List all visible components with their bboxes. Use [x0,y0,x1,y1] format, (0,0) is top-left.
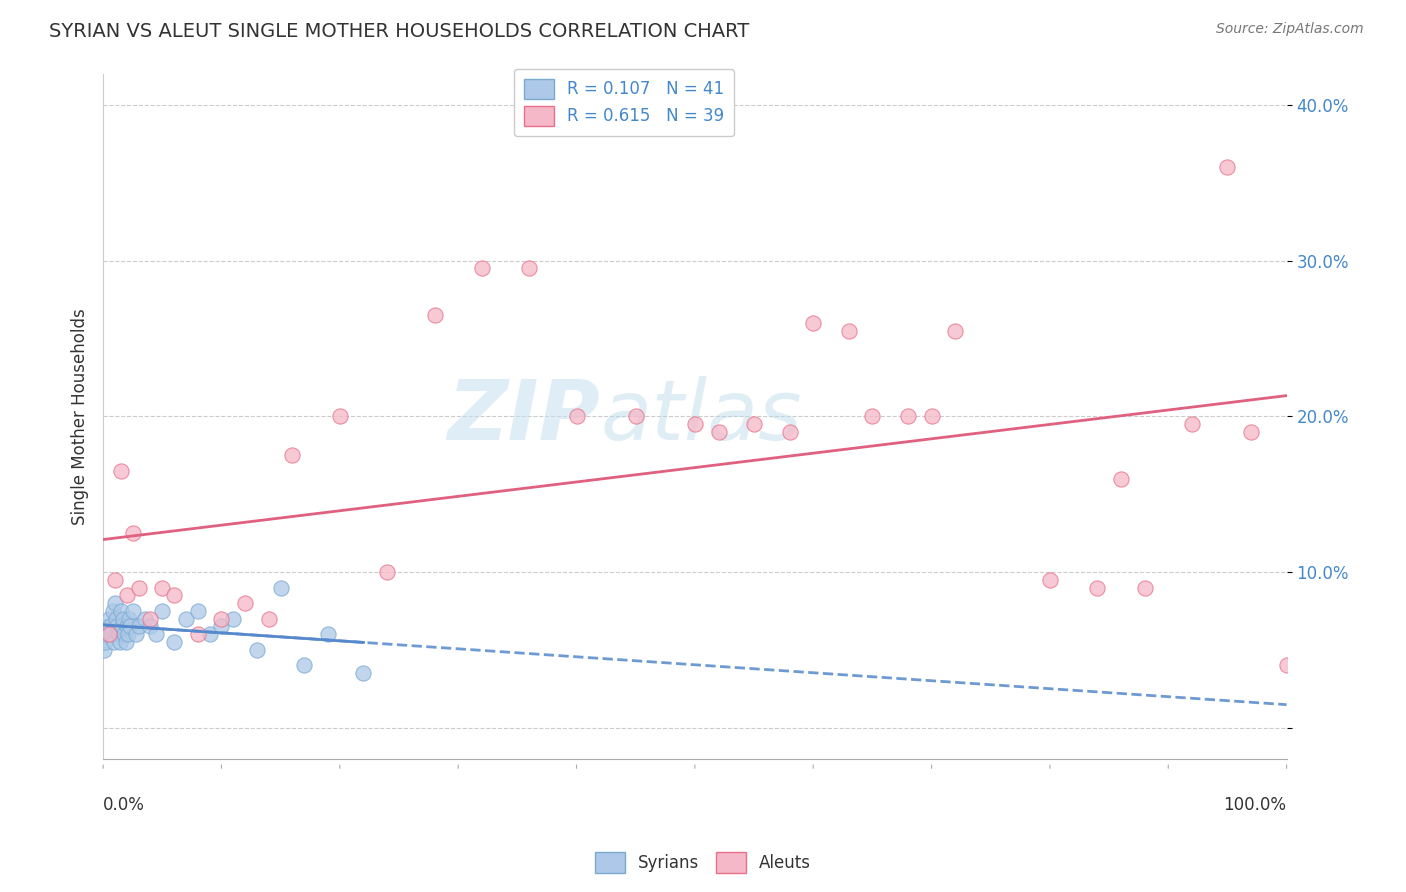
Legend: R = 0.107   N = 41, R = 0.615   N = 39: R = 0.107 N = 41, R = 0.615 N = 39 [513,69,734,136]
Point [1133,581,1156,595]
Point [97,619,120,633]
Point [118,612,141,626]
Point [110,464,132,478]
Point [98,612,121,626]
Point [423,308,446,322]
Text: 100.0%: 100.0% [1223,797,1286,814]
Point [353,666,375,681]
Point [742,417,765,431]
Point [174,612,197,626]
Point [128,619,150,633]
Point [104,596,127,610]
Point [98,627,121,641]
Text: atlas: atlas [600,376,801,457]
Text: ZIP: ZIP [447,376,600,457]
Point [1085,581,1108,595]
Point [375,565,398,579]
Point [233,596,256,610]
Point [150,581,173,595]
Point [94,635,117,649]
Point [110,604,132,618]
Point [134,612,156,626]
Point [101,604,124,618]
Point [98,619,121,633]
Point [145,627,167,641]
Point [1181,417,1204,431]
Point [111,619,134,633]
Point [117,627,139,641]
Point [707,425,730,439]
Point [329,409,352,424]
Point [1216,161,1239,175]
Point [838,324,860,338]
Point [100,627,122,641]
Point [211,612,233,626]
Point [163,588,186,602]
Point [281,448,304,462]
Point [107,627,129,641]
Point [105,612,128,626]
Text: Source: ZipAtlas.com: Source: ZipAtlas.com [1216,22,1364,37]
Point [921,409,943,424]
Point [292,658,315,673]
Point [139,619,162,633]
Point [115,619,138,633]
Point [222,612,245,626]
Point [128,581,150,595]
Point [801,316,824,330]
Point [150,604,173,618]
Text: SYRIAN VS ALEUT SINGLE MOTHER HOUSEHOLDS CORRELATION CHART: SYRIAN VS ALEUT SINGLE MOTHER HOUSEHOLDS… [49,22,749,41]
Point [316,627,339,641]
Point [163,635,186,649]
Point [120,619,142,633]
Point [1240,425,1263,439]
Point [246,643,269,657]
Point [187,604,209,618]
Point [1109,472,1132,486]
Point [125,627,148,641]
Point [112,612,135,626]
Point [121,604,143,618]
Point [683,417,706,431]
Point [270,581,292,595]
Point [257,612,280,626]
Point [93,643,115,657]
Legend: Syrians, Aleuts: Syrians, Aleuts [588,846,818,880]
Point [108,635,131,649]
Point [1275,658,1298,673]
Point [471,261,494,276]
Point [115,588,138,602]
Point [943,324,966,338]
Point [211,619,233,633]
Point [1039,573,1062,587]
Point [103,635,125,649]
Point [104,573,127,587]
Point [897,409,920,424]
Point [517,261,540,276]
Point [96,627,118,641]
Point [198,627,221,641]
Point [121,526,143,541]
Point [779,425,801,439]
Point [114,635,136,649]
Point [187,627,209,641]
Y-axis label: Single Mother Households: Single Mother Households [72,308,89,524]
Point [139,612,162,626]
Point [624,409,647,424]
Point [565,409,588,424]
Point [860,409,883,424]
Point [114,627,136,641]
Text: 0.0%: 0.0% [103,797,145,814]
Point [105,619,128,633]
